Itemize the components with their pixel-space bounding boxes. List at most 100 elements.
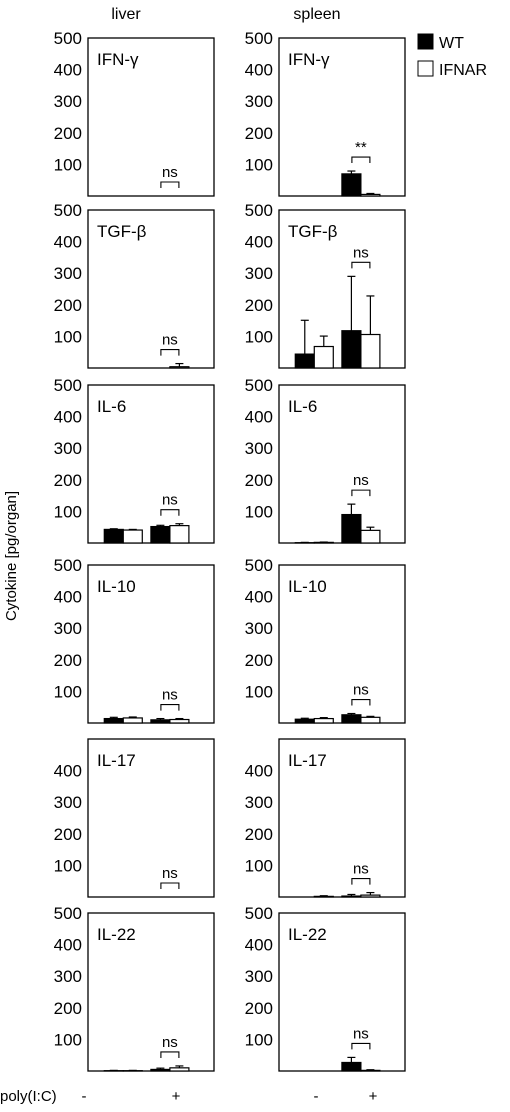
bar-tgf-spleen-ifnar-minus — [313, 345, 334, 369]
y-tick-label-il-6-spleen-400: 400 — [245, 408, 273, 427]
panel-label-ifn-liver: IFN-γ — [97, 50, 139, 69]
bar-tgf-spleen-wt-plus — [341, 330, 362, 369]
y-tick-label-il-6-liver-500: 500 — [54, 376, 82, 395]
marks-layer — [103, 156, 381, 1072]
legend-swatch-wt — [417, 33, 434, 50]
y-tick-label-il-10-liver-400: 400 — [54, 588, 82, 607]
condition-label-liver-plus: + — [172, 1088, 181, 1105]
significance-bracket-ifn-spleen — [351, 156, 371, 164]
panel-label-il-17-liver: IL-17 — [97, 751, 136, 770]
bar-tgf-spleen-wt-minus — [294, 353, 315, 369]
y-tick-label-ifn-spleen-400: 400 — [245, 61, 273, 80]
y-tick-label-tgf-spleen-200: 200 — [245, 296, 273, 315]
y-tick-label-ifn-liver-200: 200 — [54, 124, 82, 143]
significance-bracket-il-22-liver — [160, 1051, 180, 1058]
y-tick-label-il-10-liver-200: 200 — [54, 651, 82, 670]
y-tick-label-il-17-spleen-100: 100 — [245, 856, 273, 875]
panel-frame-ifn-spleen — [278, 37, 406, 197]
bar-il-6-spleen-wt-plus — [341, 513, 362, 544]
bar-il-6-liver-wt-minus — [103, 528, 124, 544]
bar-il-17-spleen-wt-plus — [341, 895, 362, 898]
panel-frame-il-6-liver — [87, 384, 215, 544]
panel-label-tgf-liver: TGF-β — [97, 222, 147, 241]
significance-bracket-il-17-spleen — [351, 878, 371, 885]
significance-bracket-tgf-spleen — [351, 261, 371, 269]
y-tick-label-il-6-liver-400: 400 — [54, 408, 82, 427]
bar-il-6-liver-ifnar-plus — [169, 525, 190, 544]
y-tick-label-il-6-spleen-500: 500 — [245, 376, 273, 395]
y-tick-label-il-6-spleen-100: 100 — [245, 502, 273, 521]
significance-label-il-22-spleen: ns — [353, 1025, 369, 1042]
significance-label-il-17-spleen: ns — [353, 861, 369, 878]
y-tick-label-ifn-spleen-300: 300 — [245, 92, 273, 111]
bar-il-6-liver-wt-plus — [150, 525, 171, 544]
y-tick-label-il-22-spleen-500: 500 — [245, 904, 273, 923]
y-tick-label-il-10-spleen-300: 300 — [245, 619, 273, 638]
y-tick-label-tgf-liver-100: 100 — [54, 327, 82, 346]
significance-label-il-22-liver: ns — [162, 1034, 178, 1051]
y-tick-label-il-10-spleen-200: 200 — [245, 651, 273, 670]
axes-layer — [87, 37, 406, 1072]
condition-label-spleen-plus: + — [369, 1088, 378, 1105]
y-tick-label-tgf-spleen-300: 300 — [245, 264, 273, 283]
significance-label-il-6-liver: ns — [162, 492, 178, 509]
treatment-row-label: poly(I:C) — [0, 1088, 57, 1105]
panel-frame-il-22-spleen — [278, 912, 406, 1072]
legend-label-ifnar: IFNAR — [439, 62, 487, 79]
y-tick-label-tgf-liver-500: 500 — [54, 201, 82, 220]
significance-bracket-il-10-spleen — [351, 698, 371, 706]
panel-frame-il-22-liver — [87, 912, 215, 1072]
y-tick-label-ifn-spleen-200: 200 — [245, 124, 273, 143]
y-tick-label-il-10-liver-100: 100 — [54, 682, 82, 701]
y-tick-label-il-6-liver-100: 100 — [54, 502, 82, 521]
y-tick-label-il-17-spleen-300: 300 — [245, 793, 273, 812]
bar-il-17-spleen-ifnar-minus — [313, 895, 334, 898]
bar-il-22-spleen-ifnar-plus — [360, 1069, 381, 1072]
bar-il-10-liver-ifnar-minus — [122, 717, 143, 724]
column-title-liver: liver — [111, 6, 141, 23]
y-tick-label-il-6-liver-200: 200 — [54, 471, 82, 490]
bar-il-10-spleen-wt-minus — [294, 718, 315, 724]
y-tick-label-il-17-liver-200: 200 — [54, 825, 82, 844]
bar-tgf-spleen-ifnar-plus — [360, 333, 381, 369]
panel-label-il-22-liver: IL-22 — [97, 925, 136, 944]
y-tick-label-il-22-spleen-300: 300 — [245, 967, 273, 986]
panel-frame-il-10-spleen — [278, 564, 406, 724]
y-axis-label: Cytokine [pg/organ] — [3, 491, 20, 621]
y-tick-label-il-22-liver-100: 100 — [54, 1030, 82, 1049]
panel-label-il-22-spleen: IL-22 — [288, 925, 327, 944]
significance-bracket-il-17-liver — [160, 882, 180, 889]
panel-label-il-10-spleen: IL-10 — [288, 577, 327, 596]
panel-frame-tgf-liver — [87, 209, 215, 369]
panel-label-il-10-liver: IL-10 — [97, 577, 136, 596]
y-tick-label-il-10-liver-500: 500 — [54, 556, 82, 575]
text-layer: Cytokine [pg/organ] liver spleen poly(I:… — [0, 6, 378, 1105]
y-tick-label-il-10-spleen-400: 400 — [245, 588, 273, 607]
condition-label-liver-minus: - — [82, 1088, 87, 1105]
bar-ifn-spleen-ifnar-plus — [360, 193, 381, 197]
significance-label-il-17-liver: ns — [162, 865, 178, 882]
bar-il-10-liver-wt-plus — [150, 719, 171, 724]
y-tick-label-il-22-liver-300: 300 — [54, 967, 82, 986]
y-tick-label-il-17-liver-400: 400 — [54, 762, 82, 781]
significance-bracket-ifn-liver — [160, 181, 180, 188]
significance-label-il-10-spleen: ns — [353, 682, 369, 699]
y-tick-label-il-10-liver-300: 300 — [54, 619, 82, 638]
y-tick-label-il-17-spleen-200: 200 — [245, 825, 273, 844]
bar-il-10-liver-ifnar-plus — [169, 718, 190, 724]
significance-label-ifn-spleen: ** — [355, 139, 367, 156]
bar-il-22-liver-wt-plus — [150, 1068, 171, 1072]
panel-label-il-6-spleen: IL-6 — [288, 397, 317, 416]
significance-bracket-il-10-liver — [160, 704, 180, 711]
bar-il-22-spleen-wt-plus — [341, 1061, 362, 1072]
panel-label-il-6-liver: IL-6 — [97, 397, 126, 416]
bar-tgf-liver-ifnar-plus — [169, 366, 190, 369]
y-tick-label-tgf-spleen-100: 100 — [245, 327, 273, 346]
significance-label-tgf-spleen: ns — [353, 244, 369, 261]
y-tick-label-il-6-spleen-200: 200 — [245, 471, 273, 490]
significance-bracket-il-22-spleen — [351, 1042, 371, 1050]
y-tick-label-il-22-liver-200: 200 — [54, 999, 82, 1018]
panel-label-tgf-spleen: TGF-β — [288, 222, 338, 241]
bar-il-10-spleen-ifnar-minus — [313, 717, 334, 724]
